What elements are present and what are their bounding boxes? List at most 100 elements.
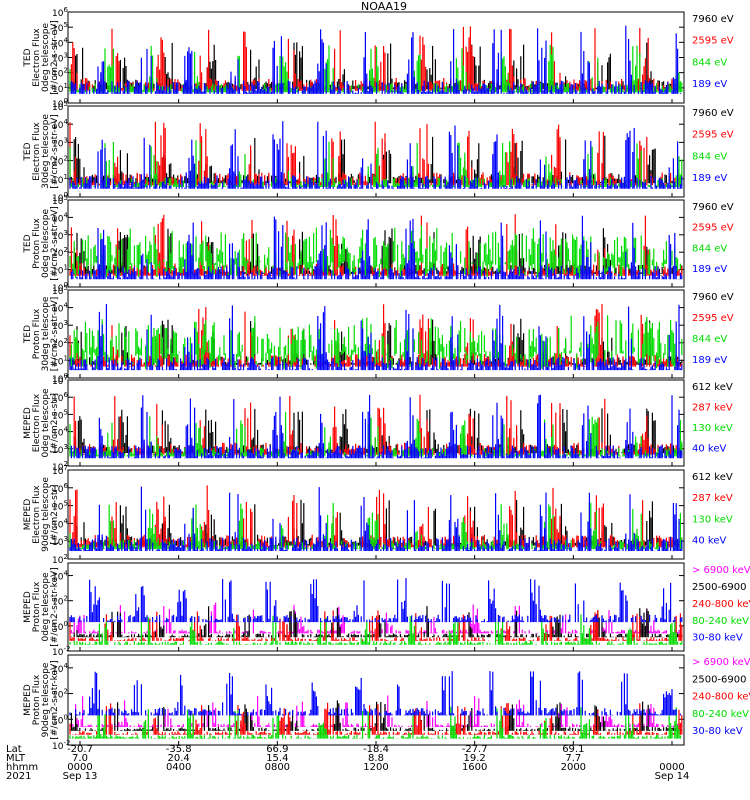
series-612-kev — [69, 408, 683, 454]
y-axis-label: [#/cm2-s-str-keV] — [50, 660, 60, 739]
series-844-ev — [69, 140, 683, 187]
x-tick-label: Sep 14 — [655, 771, 690, 782]
x-row-label: Lat — [6, 744, 22, 755]
y-axis-label: [#/cm2-s-str-eV] — [50, 114, 60, 189]
series-287-kev — [69, 485, 683, 548]
x-tick-label: 19.2 — [464, 753, 486, 764]
x-tick-label: -20.7 — [67, 744, 93, 755]
x-row-label: 2021 — [6, 771, 31, 782]
series-189-ev — [69, 121, 683, 189]
x-tick-label: 0400 — [166, 762, 191, 773]
y-axis-label: 30deg telescope — [41, 114, 51, 189]
legend-entry: 2595 eV — [692, 36, 734, 47]
series-844-ev — [69, 315, 683, 370]
x-tick-label: 0000 — [67, 762, 92, 773]
legend-entry: 844 eV — [692, 151, 727, 162]
y-axis-label: MEPED — [23, 407, 33, 439]
series-2500-6900 — [69, 700, 683, 731]
y-axis-label: Electron Flux — [32, 28, 42, 87]
data-marks — [69, 214, 683, 280]
legend-entry: 2595 eV — [692, 223, 734, 234]
y-axis-label: 90deg telescope — [41, 477, 51, 552]
y-axis-label: TED — [23, 234, 33, 253]
x-tick-label: 66.9 — [266, 744, 288, 755]
series-80-240-kev — [69, 706, 681, 739]
data-marks — [69, 485, 683, 551]
series-80-240-kev — [69, 614, 683, 645]
y-axis-label: TED — [23, 325, 33, 344]
series-40-kev — [70, 394, 683, 459]
legend-entry: 189 eV — [692, 264, 727, 275]
legend-entry: 80-240 keV — [692, 616, 749, 627]
x-tick-label: 7.7 — [565, 753, 581, 764]
x-row-label: hhmm — [6, 762, 38, 773]
y-axis-label: 90deg telescope — [41, 662, 51, 737]
series-189-ev — [69, 25, 681, 94]
legend-entry: 189 eV — [692, 355, 727, 366]
x-tick-label: 0000 — [659, 762, 684, 773]
y-axis-label: TED — [23, 142, 33, 161]
x-tick-label: Sep 13 — [63, 771, 98, 782]
y-axis-label: Electron Flux — [32, 122, 42, 181]
legend-entry: 240-800 keV — [692, 599, 750, 610]
y-axis-label: 0deg telescope — [41, 23, 51, 93]
y-tick-label: 106 — [52, 6, 68, 19]
y-axis-label: [#/cm2-s-str] — [50, 393, 60, 453]
y-axis-label: 30deg telescope — [41, 296, 51, 371]
series-189-ev — [70, 215, 683, 280]
series-2595-ev — [69, 214, 683, 276]
x-tick-label: 20.4 — [168, 753, 190, 764]
legend-entry: 2595 eV — [692, 313, 734, 324]
legend-entry: 844 eV — [692, 243, 727, 254]
series-2595-ev — [69, 121, 683, 186]
x-tick-label: 69.1 — [562, 744, 584, 755]
y-axis-label: 0deg telescope — [41, 209, 51, 279]
y-tick-label: 102 — [52, 553, 68, 566]
x-row-label: MLT — [6, 753, 26, 764]
legend-entry: 130 keV — [692, 423, 733, 434]
legend-entry: 30-80 keV — [692, 633, 743, 644]
data-marks — [69, 394, 683, 459]
x-tick-label: 15.4 — [266, 753, 288, 764]
legend-entry: 7960 eV — [692, 14, 734, 25]
legend-entry: 7960 eV — [692, 202, 734, 213]
y-axis-label: Electron Flux — [32, 393, 42, 452]
x-tick-label: 0800 — [265, 762, 290, 773]
y-axis-label: Proton Flux — [32, 218, 42, 269]
x-tick-label: -27.7 — [462, 744, 488, 755]
data-marks — [69, 304, 683, 371]
legend-entry: 612 keV — [692, 472, 733, 483]
legend-entry: 189 eV — [692, 173, 727, 184]
series-130-kev — [69, 502, 683, 550]
legend-entry: 2500-6900 — [692, 674, 747, 685]
panel-frame — [67, 654, 685, 746]
series--6900-kev — [69, 602, 683, 634]
legend-entry: > 6900 keV — [692, 657, 750, 668]
legend-entry: 287 keV — [692, 402, 733, 413]
y-axis-label: MEPED — [23, 499, 33, 531]
y-axis-label: [#/cm2-s-str-eV] — [50, 297, 60, 372]
series-130-kev — [69, 412, 683, 457]
legend-entry: 7960 eV — [692, 108, 734, 119]
legend-entry: 130 keV — [692, 514, 733, 525]
data-marks — [69, 25, 683, 94]
data-marks — [69, 578, 683, 645]
series-844-ev — [69, 44, 683, 93]
y-axis-label: [#/cm2-s-str-eV] — [50, 20, 60, 95]
y-axis-label: Electron Flux — [32, 485, 42, 544]
x-tick-label: -35.8 — [166, 744, 192, 755]
series--6900-kev — [69, 695, 683, 727]
y-axis-label: TED — [23, 48, 33, 67]
legend-entry: > 6900 keV — [692, 565, 750, 576]
series-7960-ev — [69, 318, 683, 365]
series-30-80-kev — [69, 578, 683, 623]
legend-entry: 240-800 keV — [692, 692, 750, 703]
legend-entry: 80-240 keV — [692, 709, 749, 720]
